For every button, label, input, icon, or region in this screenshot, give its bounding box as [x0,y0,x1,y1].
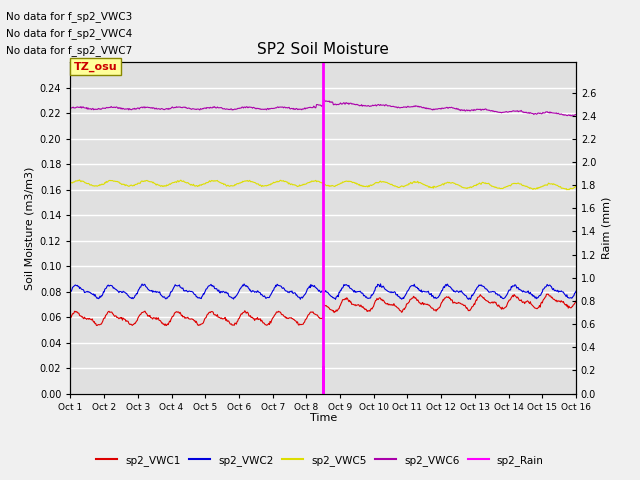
Bar [322,366,324,394]
Title: SP2 Soil Moisture: SP2 Soil Moisture [257,42,389,57]
Text: No data for f_sp2_VWC4: No data for f_sp2_VWC4 [6,28,132,39]
Text: No data for f_sp2_VWC7: No data for f_sp2_VWC7 [6,45,132,56]
Y-axis label: Raim (mm): Raim (mm) [602,197,612,259]
X-axis label: Time: Time [310,413,337,423]
Y-axis label: Soil Moisture (m3/m3): Soil Moisture (m3/m3) [24,166,34,290]
Text: TZ_osu: TZ_osu [74,61,117,72]
Text: No data for f_sp2_VWC3: No data for f_sp2_VWC3 [6,11,132,22]
Legend: sp2_VWC1, sp2_VWC2, sp2_VWC5, sp2_VWC6, sp2_Rain: sp2_VWC1, sp2_VWC2, sp2_VWC5, sp2_VWC6, … [92,451,548,470]
